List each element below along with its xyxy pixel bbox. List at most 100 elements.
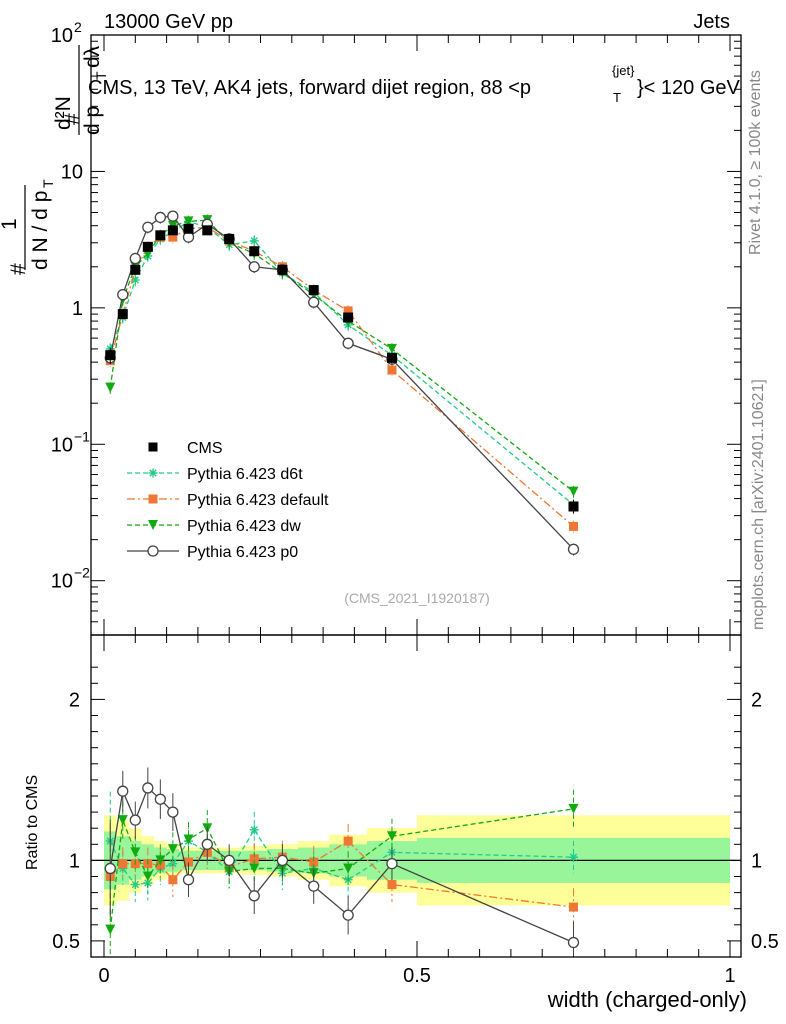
- ylabel-d2N: d²N: [52, 96, 75, 130]
- main-point-3-13: [386, 343, 397, 354]
- ratio-point-1-14: [569, 852, 578, 862]
- legend-label-2: Pythia 6.423 default: [187, 492, 329, 509]
- x-tick-label-0: 0: [98, 965, 109, 987]
- ratio-point-2-5: [168, 875, 178, 885]
- ratio-point-3-14: [568, 803, 579, 814]
- ratio-point-1-3-stroke-3: [144, 879, 152, 887]
- ratio-point-4-1: [117, 785, 129, 797]
- main-ytick-exp-3: −1: [74, 428, 90, 444]
- ratio-point-4-9: [248, 890, 260, 902]
- main-ytick-exp-4: −2: [74, 565, 90, 581]
- main-point-2-14: [569, 521, 578, 531]
- ratio-point-1-2: [130, 880, 140, 890]
- ylabel-one: 1: [0, 218, 21, 230]
- legend-label-0: CMS: [187, 440, 223, 457]
- ylabel-dN-dpT: d N / d p: [29, 191, 52, 270]
- ratio-point-3-6: [183, 834, 194, 845]
- main-ytick-label-0: 10: [51, 25, 73, 47]
- title-end: }< 120 GeV: [637, 77, 741, 99]
- ratio-point-4-5: [167, 806, 179, 818]
- legend-marker-1-stroke-3: [149, 469, 157, 477]
- main-point-2-5: [168, 232, 178, 242]
- cms-point-6: [183, 223, 194, 234]
- legend-marker-0: [148, 442, 158, 452]
- cms-point-9: [249, 246, 260, 257]
- ratio-ytick-label-right-1: 1: [751, 850, 762, 872]
- ratio-point-3-1: [117, 815, 128, 826]
- ratio-point-2-11: [309, 857, 319, 867]
- cms-point-11: [308, 285, 319, 296]
- main-point-4-2: [129, 252, 141, 265]
- main-ytick-label-2: 1: [72, 298, 83, 320]
- rivet-label: Rivet 4.1.0, ≥ 100k events: [747, 70, 764, 255]
- cms-point-4: [155, 230, 166, 241]
- ratio-point-4-7: [201, 838, 213, 850]
- ylabel-hash1: #: [7, 263, 30, 275]
- main-line-4: [109, 215, 574, 550]
- legend-label-1: Pythia 6.423 d6t: [187, 466, 303, 483]
- ratio-point-1-9-stroke-3: [250, 826, 258, 834]
- ylabel-hash2: #: [61, 113, 84, 125]
- x-axis-label: width (charged-only): [547, 987, 747, 1012]
- ratio-point-3-5: [167, 844, 178, 855]
- cms-point-0: [105, 350, 116, 361]
- main-point-4-9: [248, 261, 260, 273]
- x-tick-label-2: 1: [724, 965, 735, 987]
- ratio-plot-frame: [90, 634, 742, 958]
- main-point-4-3: [142, 221, 154, 233]
- cms-point-8: [224, 233, 235, 244]
- ratio-point-2-1: [118, 859, 128, 869]
- ratio-ylabel: Ratio to CMS: [24, 775, 41, 870]
- x-tick-label-1: 0.5: [403, 965, 431, 987]
- ylabel-T1: T: [40, 179, 56, 188]
- main-point-1-9-stroke-3: [250, 237, 258, 245]
- main-point-2-12: [343, 306, 353, 316]
- header-right: Jets: [693, 11, 730, 33]
- main-point-3-0: [105, 382, 116, 393]
- ratio-point-1-2-stroke-3: [131, 880, 139, 889]
- ratio-point-2-6: [184, 857, 194, 867]
- main-line-1: [109, 220, 574, 506]
- main-line-3: [109, 219, 574, 493]
- title-sup: {jet}: [612, 63, 635, 78]
- main-point-4-4: [154, 211, 166, 224]
- ratio-axes: 2 2 1 1 0.5 0.5 0 0.5 1: [52, 635, 779, 987]
- ratio-point-4-3: [142, 782, 154, 794]
- ratio-ytick-label-left-1: 1: [69, 850, 80, 872]
- ratio-point-3-4: [155, 855, 166, 866]
- legend-marker-1: [148, 468, 158, 478]
- ratio-point-1-9: [249, 825, 259, 835]
- cms-point-5: [167, 225, 178, 236]
- cms-point-10: [277, 264, 288, 275]
- ratio-ytick-label-left-2: 0.5: [52, 931, 80, 953]
- main-point-4-14: [567, 543, 580, 555]
- main-ytick-label-1: 10: [61, 161, 83, 183]
- cms-point-1: [117, 309, 128, 320]
- ylabel-dpT: d p: [81, 106, 104, 135]
- ratio-point-3-2: [130, 847, 141, 858]
- title-main: CMS, 13 TeV, AK4 jets, forward dijet reg…: [88, 77, 531, 99]
- main-point-1-2-stroke-3: [131, 276, 139, 284]
- ratio-point-1-14-stroke-3: [569, 853, 578, 861]
- ratio-point-4-14: [567, 936, 580, 949]
- ratio-point-3-12: [343, 863, 354, 874]
- ylabel-T2: T: [93, 71, 109, 80]
- plot-title: CMS, 13 TeV, AK4 jets, forward dijet reg…: [88, 63, 741, 105]
- main-point-1-9: [249, 236, 259, 246]
- ratio-point-4-2: [129, 814, 141, 826]
- ratio-ytick-label-left-0: 2: [69, 689, 80, 711]
- main-series-group: [104, 210, 580, 556]
- mcplots-label: mcplots.cern.ch [arXiv:2401.10621]: [750, 379, 767, 630]
- legend-marker-4: [147, 545, 159, 557]
- legend-label-3: Pythia 6.423 dw: [187, 518, 301, 535]
- ratio-point-2-12: [343, 836, 353, 846]
- main-ytick-exp-0: 2: [74, 19, 82, 35]
- main-point-3-6: [183, 216, 194, 227]
- ratio-point-3-13: [386, 831, 397, 842]
- ratio-point-4-6: [182, 874, 195, 886]
- title-sub: T: [613, 90, 621, 105]
- cms-point-7: [202, 225, 213, 236]
- ratio-point-4-11: [308, 880, 320, 892]
